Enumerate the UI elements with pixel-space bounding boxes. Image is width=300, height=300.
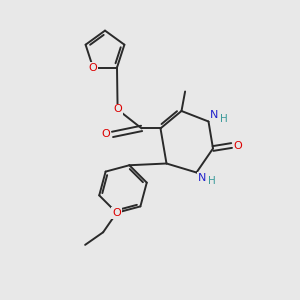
Text: O: O xyxy=(112,208,121,218)
Text: N: N xyxy=(198,173,206,183)
Text: O: O xyxy=(113,104,122,115)
Text: O: O xyxy=(88,62,97,73)
Text: O: O xyxy=(101,129,110,140)
Text: N: N xyxy=(210,110,218,120)
Text: H: H xyxy=(208,176,216,186)
Text: H: H xyxy=(220,113,228,124)
Text: O: O xyxy=(234,140,243,151)
